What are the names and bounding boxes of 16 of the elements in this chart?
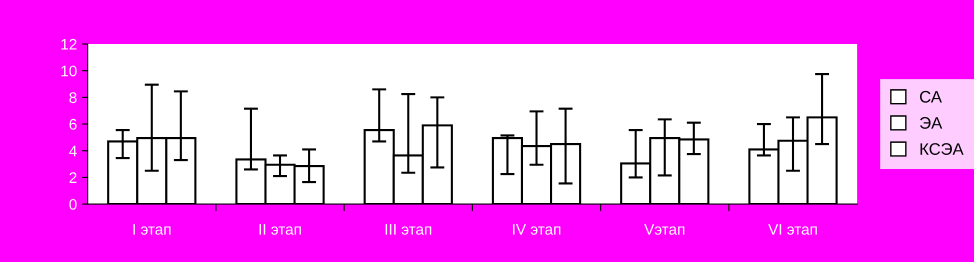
y-tick-label: 12 bbox=[61, 38, 76, 50]
legend-label: КСЭА bbox=[920, 143, 964, 155]
legend-label: СА bbox=[920, 90, 942, 103]
y-tick-label: 8 bbox=[69, 92, 77, 104]
x-tick-label: Vэтап bbox=[644, 224, 684, 235]
x-tick-label: VI этап bbox=[768, 224, 817, 235]
legend-label: ЭА bbox=[920, 117, 942, 129]
x-tick-label: III этап bbox=[386, 224, 432, 235]
x-tick-label: I этап bbox=[133, 224, 170, 235]
y-tick-label: 6 bbox=[70, 118, 77, 130]
y-tick-label: 0 bbox=[69, 198, 77, 210]
y-tick-label: 10 bbox=[61, 66, 77, 76]
y-tick-label: 4 bbox=[69, 146, 77, 156]
x-tick-label: II этап bbox=[260, 224, 301, 235]
y-tick-label: 2 bbox=[70, 172, 76, 183]
x-tick-label: IV этап bbox=[513, 224, 560, 235]
